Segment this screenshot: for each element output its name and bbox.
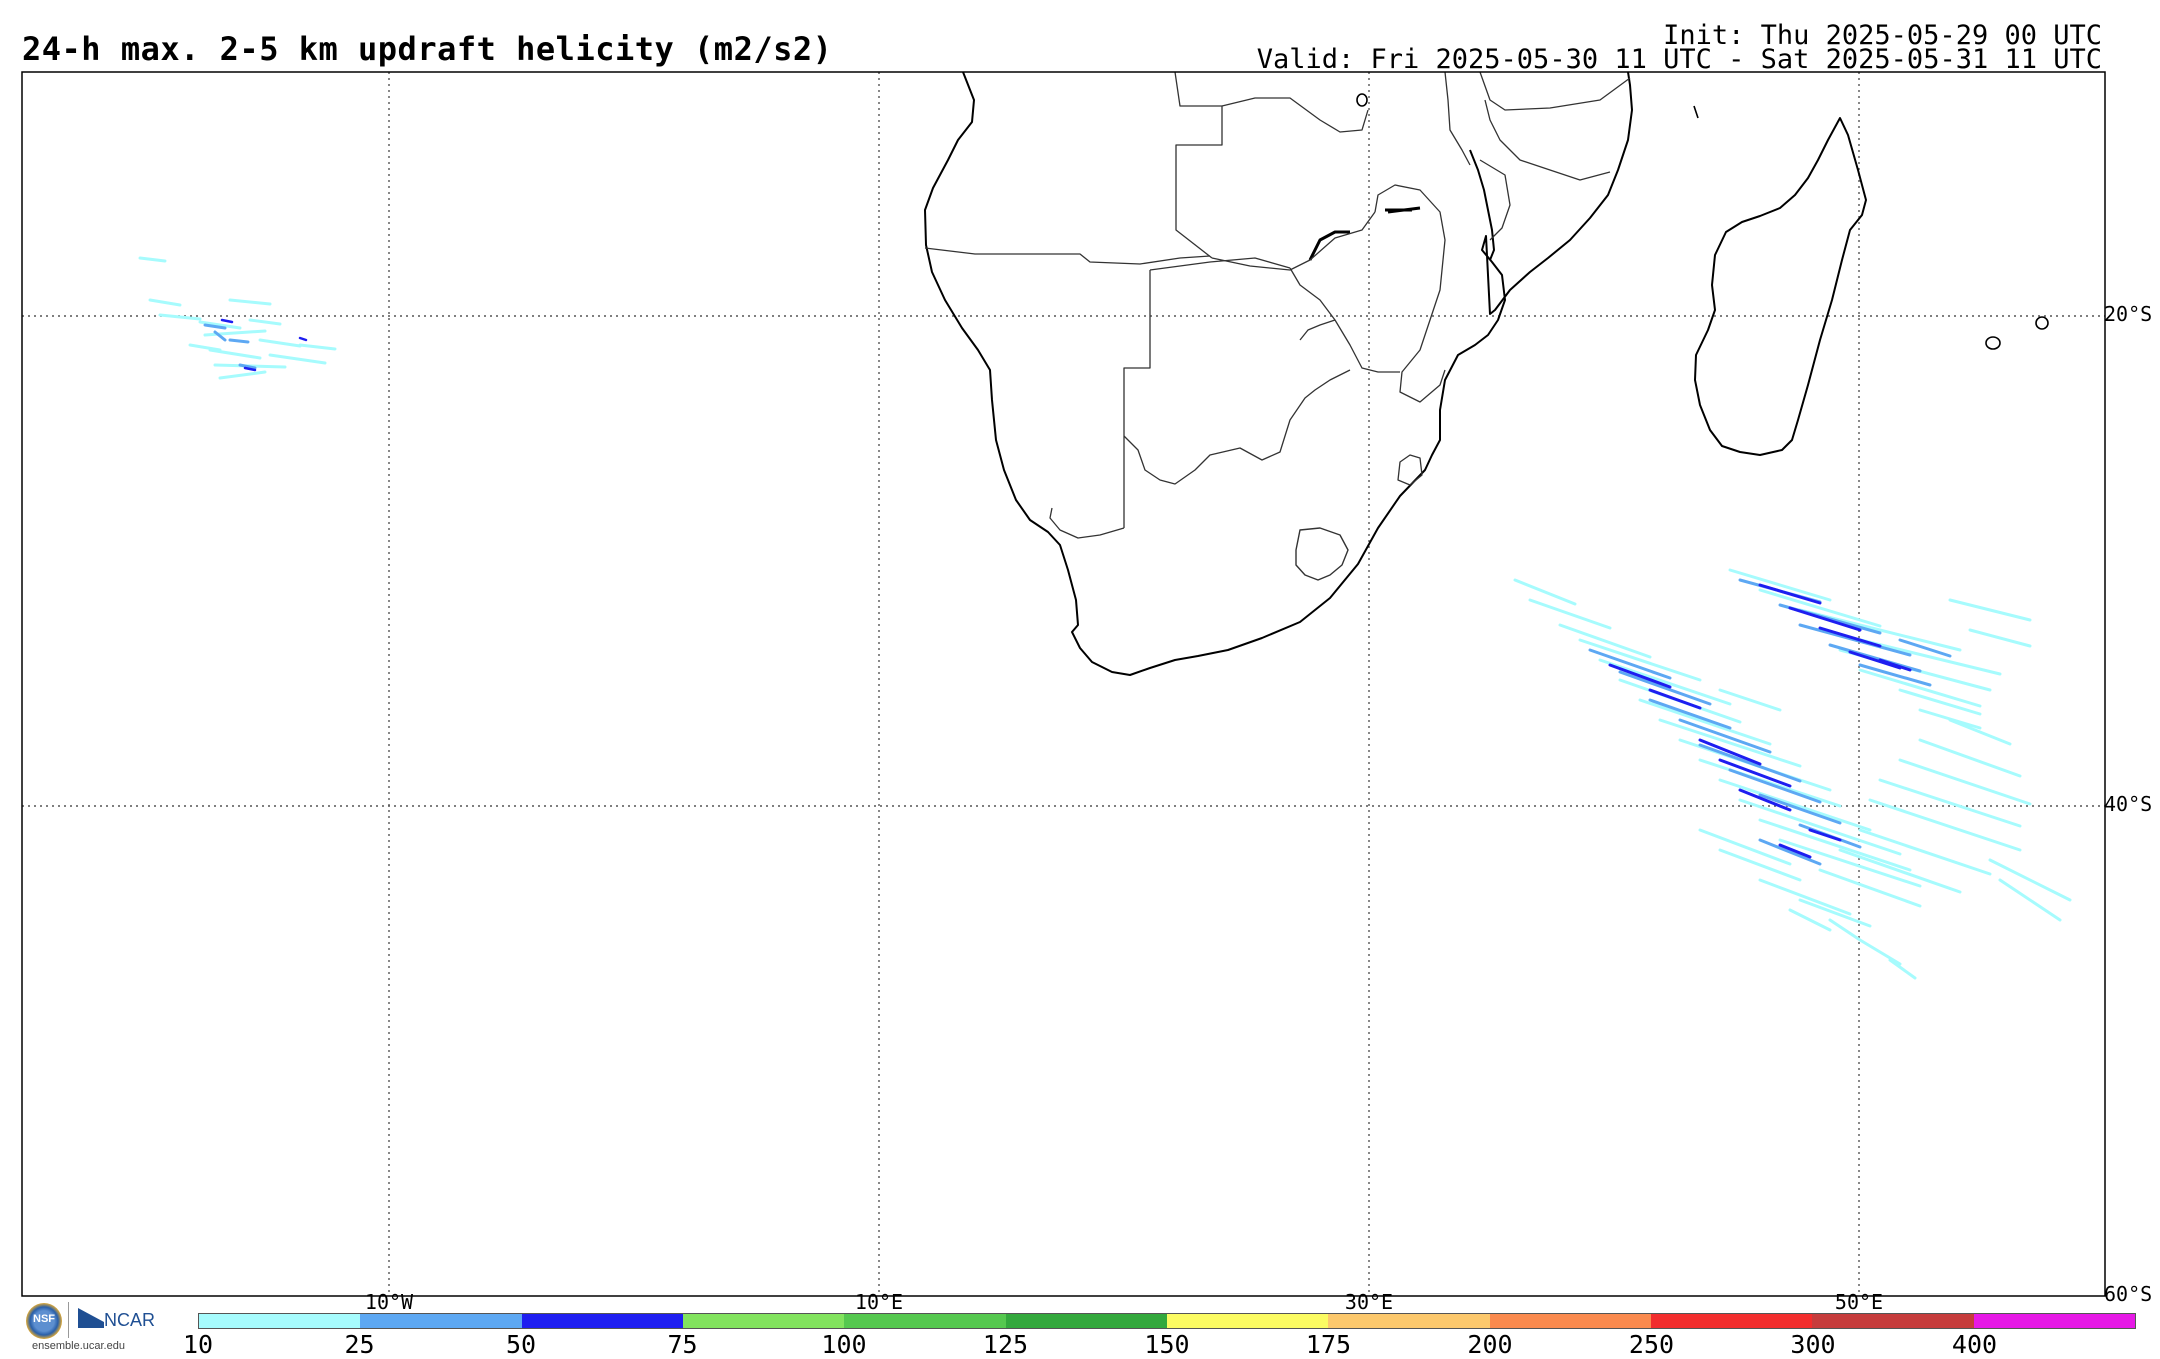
map-frame <box>21 71 2106 1297</box>
colorbar-segment <box>844 1314 1006 1328</box>
lon-label: 50°E <box>1834 1290 1884 1314</box>
colorbar-segment <box>1489 1314 1651 1328</box>
lon-label: 30°E <box>1344 1290 1394 1314</box>
colorbar-segment <box>1005 1314 1167 1328</box>
coastlines <box>924 72 2049 676</box>
colorbar-tick-label: 250 <box>1628 1330 1675 1359</box>
lat-label: 60°S <box>2104 1282 2153 1306</box>
colorbar-tick-label: 300 <box>1790 1330 1836 1359</box>
graticule <box>22 72 2105 1296</box>
colorbar-tick-label: 25 <box>344 1330 375 1359</box>
nsf-logo: NSF <box>26 1303 62 1339</box>
colorbar-tick-label: 200 <box>1467 1330 1513 1359</box>
lon-label: 10°E <box>854 1290 904 1314</box>
colorbar-tick-label: 50 <box>505 1330 537 1359</box>
init-time: Init: Thu 2025-05-29 00 UTC <box>1663 20 2102 51</box>
colorbar-segment <box>1166 1314 1329 1328</box>
logo-divider <box>68 1302 69 1338</box>
country-borders <box>924 72 1631 539</box>
colorbar-tick-label: 100 <box>821 1330 867 1359</box>
colorbar-tick-label: 125 <box>982 1330 1029 1359</box>
colorbar-segment <box>360 1314 522 1328</box>
ensemble-url: ensemble.ucar.edu <box>32 1340 125 1352</box>
colorbar <box>198 1313 2136 1329</box>
lon-label: 10°W <box>364 1290 414 1314</box>
helicity-swaths <box>138 256 2072 980</box>
colorbar-segment <box>199 1314 361 1328</box>
colorbar-segment <box>682 1314 845 1328</box>
colorbar-segment <box>1650 1314 1813 1328</box>
colorbar-tick-label: 75 <box>667 1330 698 1359</box>
colorbar-segment <box>521 1314 683 1328</box>
map-title: 24-h max. 2-5 km updraft helicity (m2/s2… <box>22 30 833 68</box>
colorbar-segment <box>1812 1314 1974 1328</box>
lat-label: 40°S <box>2104 792 2153 816</box>
lat-label: 20°S <box>2104 302 2153 326</box>
ncar-logo: NCAR <box>104 1310 156 1330</box>
colorbar-tick-label: 150 <box>1144 1330 1190 1359</box>
colorbar-tick-label: 400 <box>1951 1330 1998 1359</box>
ncar-logo-mark <box>78 1308 104 1328</box>
colorbar-segment <box>1973 1314 2135 1328</box>
colorbar-tick-label: 175 <box>1305 1330 1352 1359</box>
colorbar-tick-label: 10 <box>182 1330 214 1359</box>
colorbar-segment <box>1328 1314 1490 1328</box>
valid-time: Valid: Fri 2025-05-30 11 UTC - Sat 2025-… <box>1256 44 2102 75</box>
